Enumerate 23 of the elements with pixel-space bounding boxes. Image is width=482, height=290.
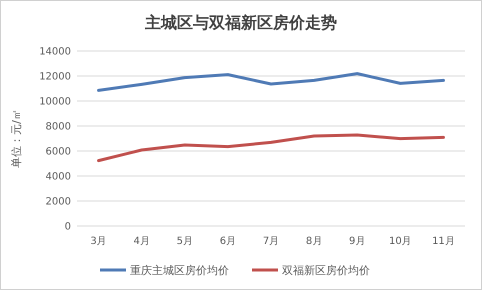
y-axis-title: 单位：元/㎡: [10, 109, 23, 168]
y-tick-label: 6000: [46, 146, 71, 158]
x-tick-label: 3月: [90, 236, 107, 247]
x-tick-label: 8月: [306, 236, 322, 247]
y-tick-label: 8000: [46, 122, 71, 132]
x-tick-label: 9月: [349, 236, 366, 247]
y-tick-label: 12000: [39, 72, 71, 82]
x-tick-label: 7月: [262, 236, 280, 247]
legend-label: 重庆主城区房价均价: [130, 264, 229, 277]
y-tick-label: 10000: [39, 96, 71, 108]
x-tick-label: 10月: [388, 236, 412, 247]
chart-title: 主城区与双福新区房价走势: [144, 13, 337, 32]
y-tick-label: 2000: [46, 196, 71, 208]
legend-label: 双福新区房价均价: [282, 264, 370, 277]
x-tick-label: 11月: [432, 236, 455, 247]
y-tick-label: 0: [64, 222, 71, 232]
line-series: [97, 72, 445, 92]
y-tick-label: 14000: [39, 46, 71, 58]
x-tick-label: 5月: [176, 236, 193, 247]
x-tick-label: 4月: [133, 236, 150, 247]
line-series: [97, 134, 445, 162]
x-tick-label: 6月: [220, 236, 236, 247]
y-tick-label: 4000: [46, 172, 71, 182]
